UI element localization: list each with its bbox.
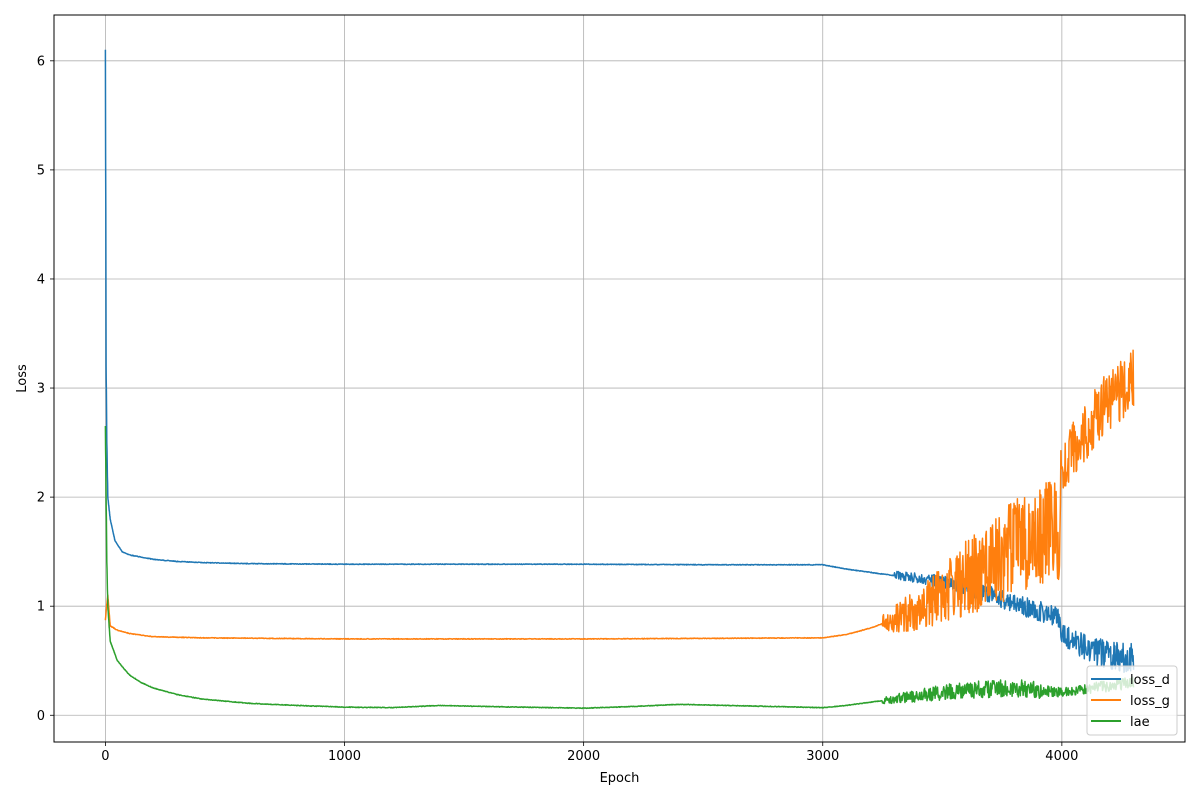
x-tick-label: 0 <box>101 749 109 764</box>
x-tick-label: 4000 <box>1045 749 1078 764</box>
x-axis-ticks: 0 1000 2000 3000 4000 <box>101 742 1078 764</box>
legend-label-loss-d: loss_d <box>1130 673 1170 688</box>
x-tick-label: 1000 <box>328 749 361 764</box>
legend: loss_d loss_g lae <box>1086 665 1178 736</box>
y-axis-label: Loss <box>15 364 30 393</box>
y-tick-label: 3 <box>37 382 45 397</box>
series-lines <box>104 49 1135 710</box>
legend-box <box>1086 665 1178 736</box>
y-tick-label: 6 <box>37 54 45 69</box>
x-tick-label: 3000 <box>806 749 839 764</box>
grid-lines <box>54 15 1185 742</box>
y-tick-label: 5 <box>37 163 45 178</box>
y-axis-ticks: 0 1 2 3 4 5 6 <box>37 54 54 724</box>
x-tick-label: 2000 <box>567 749 600 764</box>
y-tick-label: 2 <box>37 491 45 506</box>
series-line-lae <box>104 425 1135 710</box>
y-tick-label: 1 <box>37 600 45 615</box>
legend-label-lae: lae <box>1130 715 1150 730</box>
series-line-loss-g <box>104 349 1135 640</box>
legend-label-loss-g: loss_g <box>1130 694 1170 709</box>
y-tick-label: 4 <box>37 272 45 287</box>
plot-frame <box>53 14 1186 743</box>
y-tick-label: 0 <box>37 709 45 724</box>
x-axis-label: Epoch <box>600 771 640 786</box>
